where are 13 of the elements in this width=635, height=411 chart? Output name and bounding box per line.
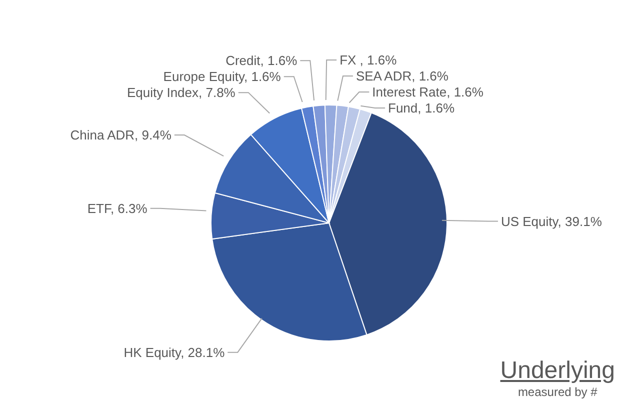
slice-label: Fund, 1.6% bbox=[388, 100, 455, 116]
slice-label: China ADR, 9.4% bbox=[70, 128, 172, 143]
text: measured by # bbox=[516, 385, 598, 399]
slice-label: SEA ADR, 1.6% bbox=[356, 68, 449, 84]
slice-label: ETF, 6.3% bbox=[87, 200, 148, 216]
slice-label: Europe Equity, 1.6% bbox=[163, 69, 282, 84]
slice-label: HK Equity, 28.1% bbox=[124, 344, 226, 360]
slice-label: Interest Rate, 1.6% bbox=[372, 84, 484, 100]
slice-label: FX , 1.6% bbox=[340, 52, 398, 68]
slice-label: Equity Index, 7.8% bbox=[126, 85, 236, 100]
slice-label: US Equity, 39.1% bbox=[500, 214, 602, 229]
slice-label: Credit, 1.6% bbox=[226, 53, 298, 68]
text: Underlying bbox=[500, 357, 615, 385]
